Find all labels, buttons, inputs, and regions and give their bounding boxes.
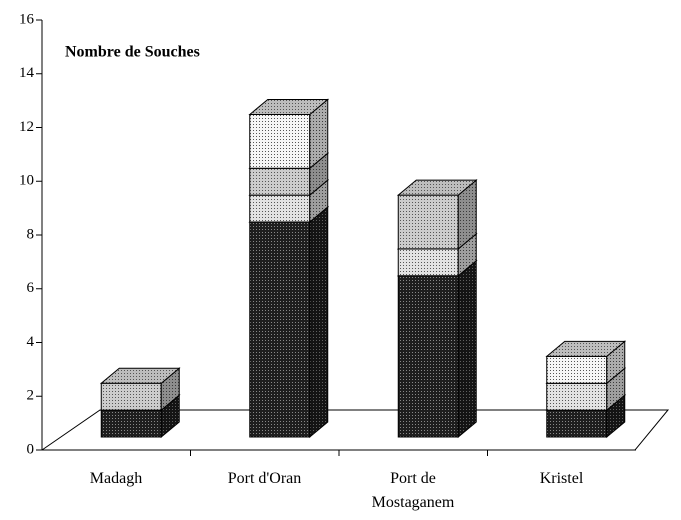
y-tick-label: 12 (19, 119, 34, 135)
y-tick-label: 10 (19, 173, 34, 189)
bar-segment (248, 98, 330, 170)
y-tick-label: 8 (27, 226, 35, 242)
x-tick-label: Kristel (539, 470, 584, 487)
bar-segment (99, 367, 181, 412)
bar-segment (396, 259, 478, 439)
y-tick-label: 14 (19, 65, 35, 81)
y-tick-label: 6 (27, 280, 35, 296)
bar-segment (248, 205, 330, 439)
x-tick-label: Port de Mostaganem (371, 470, 455, 511)
y-tick-label: 4 (27, 334, 35, 350)
y-tick-label: 16 (19, 11, 35, 27)
x-tick-label: Madagh (89, 470, 143, 487)
chart-title: Nombre de Souches (65, 44, 200, 61)
x-tick-label: Port d'Oran (227, 470, 302, 487)
y-tick-label: 2 (27, 388, 35, 404)
bar-segment (545, 340, 627, 385)
bar-segment (396, 179, 478, 250)
y-tick-label: 0 (27, 441, 35, 457)
